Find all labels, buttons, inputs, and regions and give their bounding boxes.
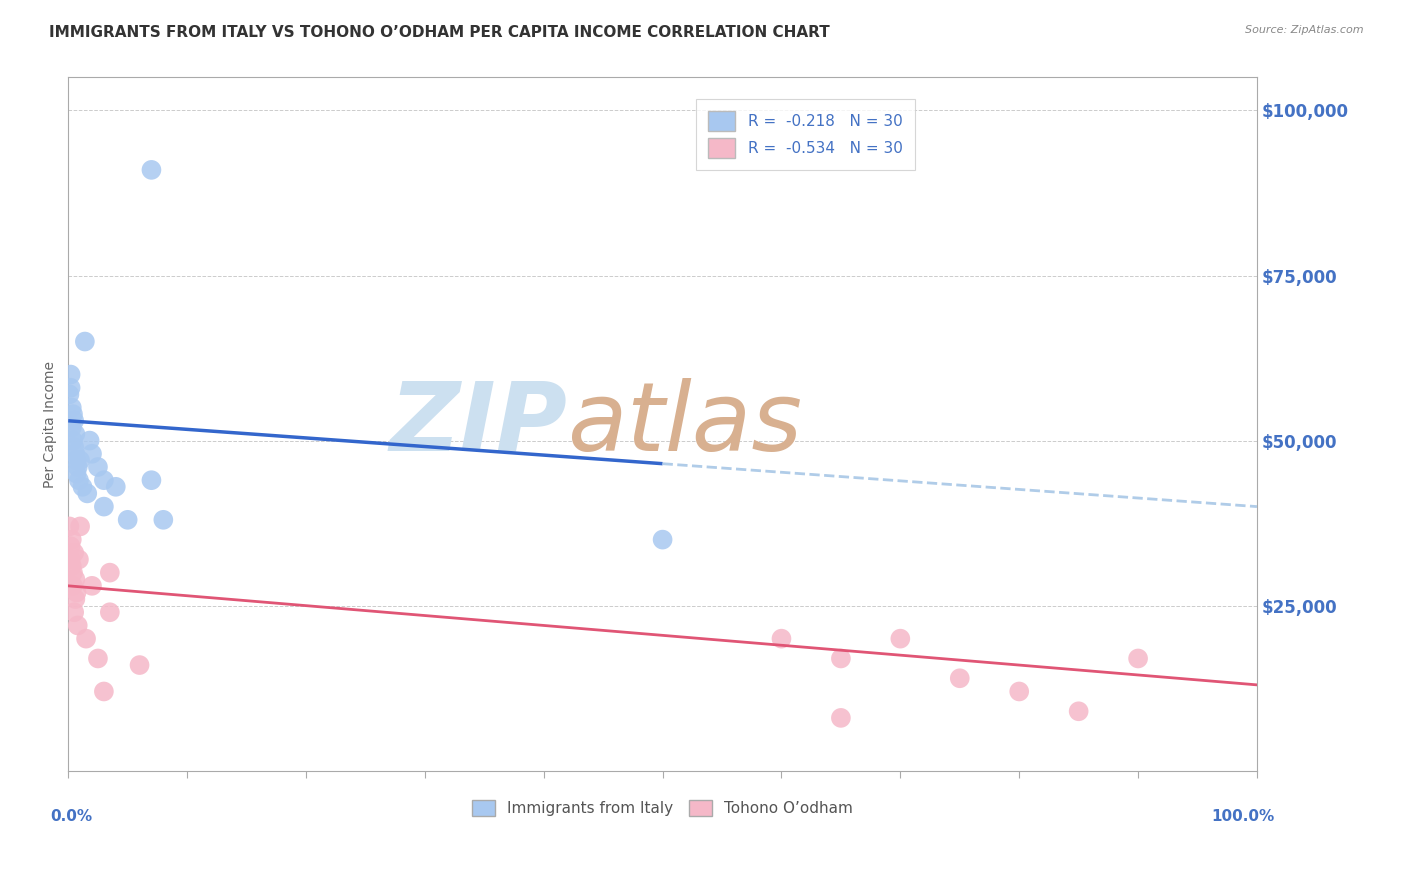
Point bbox=[1067, 704, 1090, 718]
Point bbox=[62, 434, 84, 448]
Point bbox=[1008, 684, 1031, 698]
Point bbox=[59, 381, 82, 395]
Point bbox=[66, 460, 89, 475]
Text: atlas: atlas bbox=[568, 377, 803, 471]
Point bbox=[1126, 651, 1149, 665]
Point bbox=[65, 447, 87, 461]
Text: 100.0%: 100.0% bbox=[1212, 809, 1275, 824]
Point bbox=[889, 632, 911, 646]
Point bbox=[87, 460, 110, 475]
Point bbox=[58, 387, 80, 401]
Point bbox=[60, 559, 83, 574]
Point bbox=[62, 579, 84, 593]
Text: Source: ZipAtlas.com: Source: ZipAtlas.com bbox=[1246, 25, 1364, 35]
Point bbox=[104, 480, 127, 494]
Point bbox=[65, 572, 87, 586]
Point bbox=[66, 618, 89, 632]
Point bbox=[949, 671, 972, 685]
Point bbox=[117, 513, 139, 527]
Point bbox=[651, 533, 673, 547]
Point bbox=[62, 566, 84, 580]
Point bbox=[65, 592, 87, 607]
Point bbox=[770, 632, 793, 646]
Point bbox=[75, 632, 97, 646]
Point bbox=[63, 605, 86, 619]
Point bbox=[63, 414, 86, 428]
Point bbox=[58, 519, 80, 533]
Point bbox=[63, 440, 86, 454]
Point bbox=[60, 401, 83, 415]
Point bbox=[72, 480, 94, 494]
Point bbox=[128, 658, 150, 673]
Point bbox=[93, 473, 115, 487]
Y-axis label: Per Capita Income: Per Capita Income bbox=[44, 360, 58, 488]
Point bbox=[93, 500, 115, 514]
Point bbox=[98, 605, 121, 619]
Point bbox=[80, 579, 103, 593]
Point bbox=[60, 420, 83, 434]
Point bbox=[830, 711, 852, 725]
Text: 0.0%: 0.0% bbox=[51, 809, 93, 824]
Point bbox=[67, 552, 90, 566]
Point bbox=[63, 546, 86, 560]
Point bbox=[65, 585, 87, 599]
Point bbox=[65, 427, 87, 442]
Point bbox=[79, 434, 101, 448]
Point bbox=[141, 162, 163, 177]
Text: ZIP: ZIP bbox=[389, 377, 568, 471]
Point bbox=[87, 651, 110, 665]
Point bbox=[152, 513, 174, 527]
Point bbox=[60, 533, 83, 547]
Point bbox=[69, 453, 91, 467]
Point bbox=[830, 651, 852, 665]
Point bbox=[141, 473, 163, 487]
Point bbox=[67, 473, 90, 487]
Text: IMMIGRANTS FROM ITALY VS TOHONO O’ODHAM PER CAPITA INCOME CORRELATION CHART: IMMIGRANTS FROM ITALY VS TOHONO O’ODHAM … bbox=[49, 25, 830, 40]
Point bbox=[73, 334, 96, 349]
Point bbox=[80, 447, 103, 461]
Point bbox=[69, 519, 91, 533]
Point bbox=[59, 368, 82, 382]
Point bbox=[98, 566, 121, 580]
Point bbox=[59, 539, 82, 553]
Point bbox=[93, 684, 115, 698]
Point bbox=[59, 552, 82, 566]
Point bbox=[65, 467, 87, 481]
Point bbox=[62, 407, 84, 421]
Point bbox=[76, 486, 98, 500]
Legend: R =  -0.218   N = 30, R =  -0.534   N = 30: R = -0.218 N = 30, R = -0.534 N = 30 bbox=[696, 99, 915, 170]
Point bbox=[65, 453, 87, 467]
